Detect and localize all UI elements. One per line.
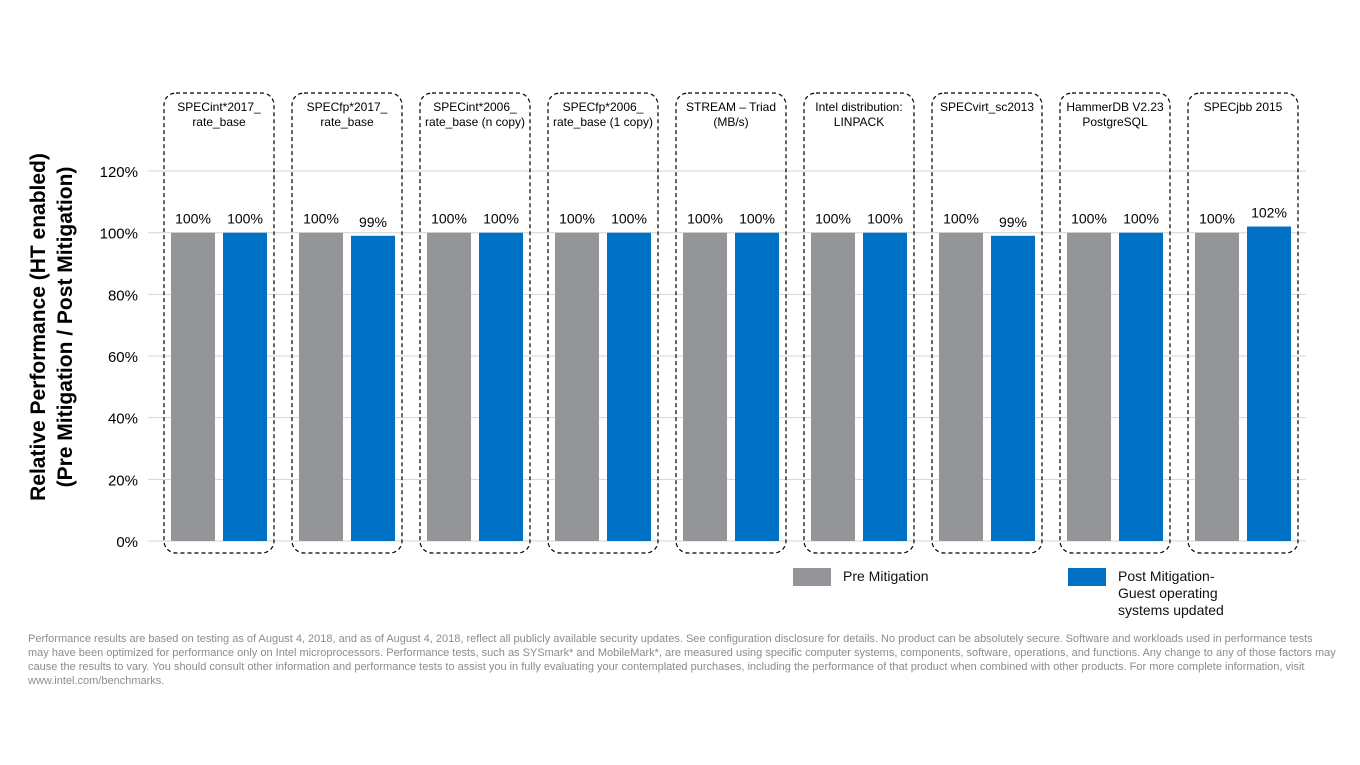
y-tick-label: 80% xyxy=(108,287,138,304)
data-label: 100% xyxy=(1123,211,1159,227)
category-label: STREAM – Triad xyxy=(686,100,776,114)
category-label: SPECvirt_sc2013 xyxy=(940,100,1034,114)
y-axis-label-line-1: Relative Performance (HT enabled) xyxy=(27,153,50,501)
category-label: PostgreSQL xyxy=(1082,115,1148,129)
category-box xyxy=(1187,92,1299,554)
legend-label-pre-mitigation: Pre Mitigation xyxy=(843,568,929,584)
y-tick-label: 40% xyxy=(108,411,138,428)
bar-pre-mitigation xyxy=(811,232,855,541)
bar-pre-mitigation xyxy=(555,232,599,541)
category-label: HammerDB V2.23 xyxy=(1066,100,1164,114)
category-box xyxy=(1059,92,1171,554)
data-label: 100% xyxy=(1199,211,1235,227)
y-tick-label: 20% xyxy=(108,472,138,489)
footnote-disclaimer: Performance results are based on testing… xyxy=(28,633,1336,687)
category-label: rate_base xyxy=(320,115,374,129)
y-tick-label: 0% xyxy=(116,534,138,551)
category-label: Intel distribution: xyxy=(815,100,902,114)
y-axis-label: Relative Performance (HT enabled) (Pre M… xyxy=(27,153,77,501)
category-label: SPECfp*2017_ xyxy=(307,100,388,114)
bar-post-mitigation xyxy=(863,232,907,541)
category-box xyxy=(291,92,403,554)
legend-item-post-mitigation: Post Mitigation- Guest operating systems… xyxy=(1068,568,1224,619)
bar-post-mitigation xyxy=(1247,226,1291,541)
bar-post-mitigation xyxy=(1119,232,1163,541)
bar-pre-mitigation xyxy=(939,232,983,541)
category-box xyxy=(163,92,275,554)
legend-swatch-post-mitigation xyxy=(1068,568,1106,586)
category-label: SPECint*2006_ xyxy=(433,100,517,114)
bar-post-mitigation xyxy=(607,232,651,541)
bar-pre-mitigation xyxy=(1195,232,1239,541)
y-tick-label: 100% xyxy=(100,226,138,243)
bar-post-mitigation xyxy=(991,235,1035,541)
data-label: 100% xyxy=(611,211,647,227)
bar-post-mitigation xyxy=(479,232,523,541)
category-label: rate_base (n copy) xyxy=(425,115,525,129)
data-label: 100% xyxy=(303,211,339,227)
bar-pre-mitigation xyxy=(427,232,471,541)
category-label: LINPACK xyxy=(834,115,884,129)
bar-pre-mitigation xyxy=(683,232,727,541)
category-box xyxy=(675,92,787,554)
bar-pre-mitigation xyxy=(299,232,343,541)
category-box xyxy=(547,92,659,554)
y-axis-ticks: 0% 20% 40% 60% 80% 100% 120% xyxy=(100,164,138,551)
category-groups: SPECint*2017_rate_baseSPECfp*2017_rate_b… xyxy=(163,92,1299,554)
data-label: 100% xyxy=(483,211,519,227)
category-label: (MB/s) xyxy=(713,115,748,129)
data-label: 100% xyxy=(1071,211,1107,227)
bar-post-mitigation xyxy=(223,232,267,541)
data-label: 100% xyxy=(227,211,263,227)
legend-item-pre-mitigation: Pre Mitigation xyxy=(793,568,929,586)
legend-swatch-pre-mitigation xyxy=(793,568,831,586)
data-label: 102% xyxy=(1251,205,1287,221)
category-label: SPECjbb 2015 xyxy=(1204,100,1283,114)
bar-post-mitigation xyxy=(351,235,395,541)
category-label: SPECint*2017_ xyxy=(177,100,261,114)
bar-pre-mitigation xyxy=(1067,232,1111,541)
category-box xyxy=(419,92,531,554)
category-box xyxy=(931,92,1043,554)
data-label: 100% xyxy=(943,211,979,227)
data-label: 100% xyxy=(175,211,211,227)
category-label: rate_base (1 copy) xyxy=(553,115,653,129)
y-tick-label: 120% xyxy=(100,164,138,181)
data-label: 100% xyxy=(559,211,595,227)
data-label: 99% xyxy=(999,214,1027,230)
y-tick-label: 60% xyxy=(108,349,138,366)
data-label: 100% xyxy=(867,211,903,227)
data-label: 100% xyxy=(431,211,467,227)
category-label: SPECfp*2006_ xyxy=(563,100,644,114)
data-label: 100% xyxy=(739,211,775,227)
data-label: 100% xyxy=(815,211,851,227)
data-label: 100% xyxy=(687,211,723,227)
legend-label-post-mitigation: Post Mitigation- Guest operating systems… xyxy=(1118,568,1224,618)
category-box xyxy=(803,92,915,554)
data-label: 99% xyxy=(359,214,387,230)
bar-pre-mitigation xyxy=(171,232,215,541)
bar-post-mitigation xyxy=(735,232,779,541)
bars: 100% 100% 100% 100% 100% 100% 100% 100% 100% 100%… xyxy=(171,205,1291,541)
y-axis-label-line-2: (Pre Mitigation / Post Mitigation) xyxy=(54,167,77,488)
category-label: rate_base xyxy=(192,115,246,129)
